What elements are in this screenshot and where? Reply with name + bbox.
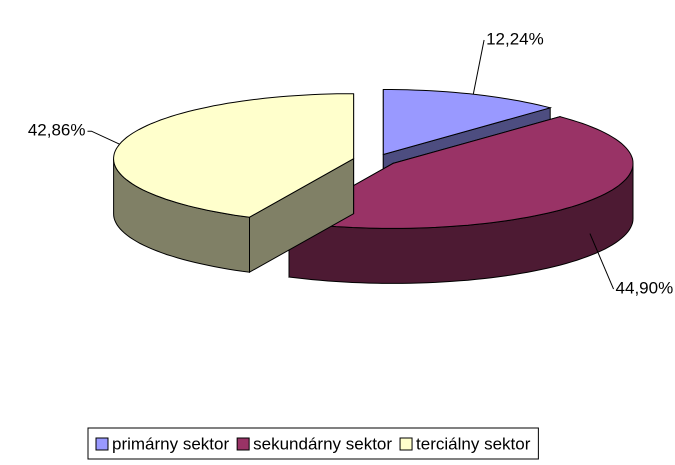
data-label: 12,24% [486, 29, 544, 48]
legend-swatch [399, 437, 413, 451]
legend-label: primárny sektor [112, 434, 229, 453]
pie-slice [287, 116, 634, 284]
leader-line [87, 130, 120, 145]
leader-line [589, 233, 615, 290]
legend-label: terciálny sektor [416, 434, 531, 453]
data-label: 42,86% [28, 121, 86, 140]
data-label: 44,90% [616, 279, 674, 298]
pie-slice [113, 93, 355, 274]
slice-top [287, 116, 634, 229]
legend-label: sekundárny sektor [253, 434, 392, 453]
legend: primárny sektor sekundárny sektor terciáln… [87, 427, 539, 460]
legend-swatch [95, 437, 109, 451]
leader-line [472, 39, 485, 95]
slice-top [113, 93, 355, 218]
legend-box [87, 427, 539, 460]
legend-swatch [236, 437, 250, 451]
